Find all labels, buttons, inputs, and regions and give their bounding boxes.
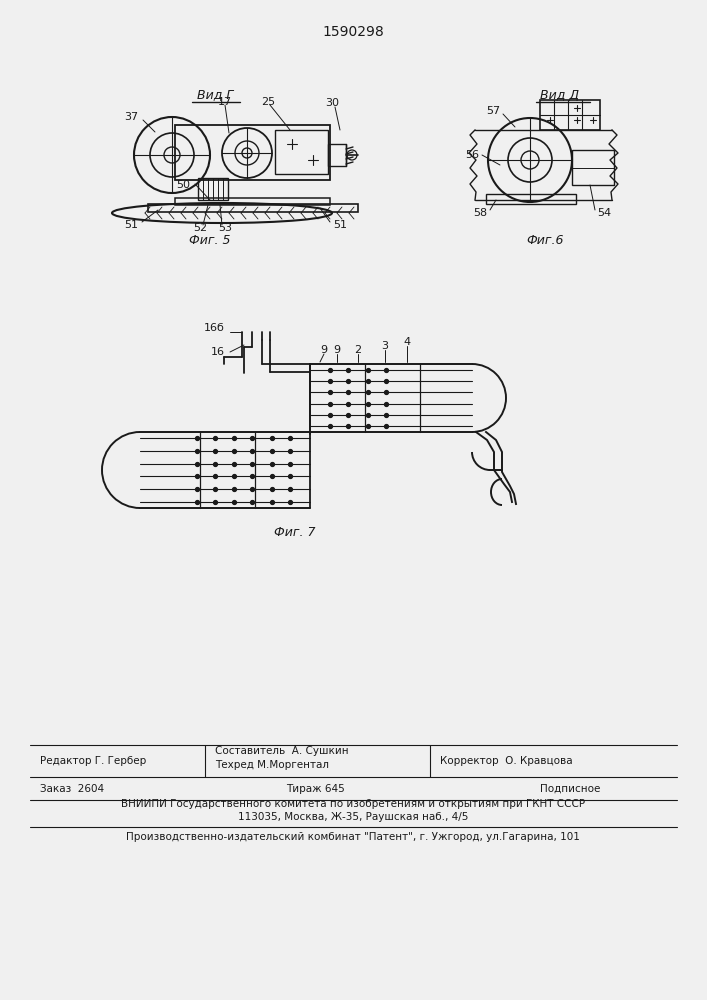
Bar (486, 194, 576, 204)
Bar (175, 198, 330, 205)
Bar (175, 125, 330, 180)
Text: Фиг. 7: Фиг. 7 (274, 526, 316, 540)
Text: 113035, Москва, Ж-35, Раушская наб., 4/5: 113035, Москва, Ж-35, Раушская наб., 4/5 (238, 812, 468, 822)
Bar (540, 100, 600, 130)
Text: 51: 51 (124, 220, 138, 230)
Text: Заказ  2604: Заказ 2604 (40, 784, 104, 794)
Bar (572, 150, 614, 185)
Text: Составитель  А. Сушкин: Составитель А. Сушкин (215, 746, 349, 756)
Text: 52: 52 (193, 223, 207, 233)
Bar (148, 204, 358, 212)
Text: 9: 9 (334, 345, 341, 355)
Text: 37: 37 (124, 112, 138, 122)
Text: Тираж 645: Тираж 645 (286, 784, 344, 794)
Text: 9: 9 (320, 345, 327, 355)
Text: 3: 3 (382, 341, 389, 351)
Text: 4: 4 (404, 337, 411, 347)
Text: 53: 53 (218, 223, 232, 233)
Text: 54: 54 (597, 208, 611, 218)
Text: 16б: 16б (204, 323, 225, 333)
Text: Фиг. 5: Фиг. 5 (189, 233, 230, 246)
Bar (198, 178, 228, 200)
Text: Подписное: Подписное (540, 784, 600, 794)
Text: 17: 17 (218, 97, 232, 107)
Text: Фиг.6: Фиг.6 (526, 233, 563, 246)
Text: 50: 50 (176, 180, 190, 190)
Text: Производственно-издательский комбинат "Патент", г. Ужгород, ул.Гагарина, 101: Производственно-издательский комбинат "П… (126, 832, 580, 842)
Text: 16: 16 (211, 347, 225, 357)
Text: ВНИИПИ Государственного комитета по изобретениям и открытиям при ГКНТ СССР: ВНИИПИ Государственного комитета по изоб… (121, 799, 585, 809)
Text: 56: 56 (465, 150, 479, 160)
Text: 2: 2 (354, 345, 361, 355)
Text: 58: 58 (473, 208, 487, 218)
Bar (275, 130, 328, 174)
Text: 57: 57 (486, 106, 500, 116)
Text: 30: 30 (325, 98, 339, 108)
Text: 51: 51 (333, 220, 347, 230)
Text: 1590298: 1590298 (322, 25, 384, 39)
Text: Техред М.Моргентал: Техред М.Моргентал (215, 760, 329, 770)
Bar (328, 144, 346, 166)
Text: Вид Г: Вид Г (197, 89, 233, 102)
Text: Вид Д: Вид Д (540, 89, 580, 102)
Text: Корректор  О. Кравцова: Корректор О. Кравцова (440, 756, 573, 766)
Text: 25: 25 (261, 97, 275, 107)
Text: Редактор Г. Гербер: Редактор Г. Гербер (40, 756, 146, 766)
